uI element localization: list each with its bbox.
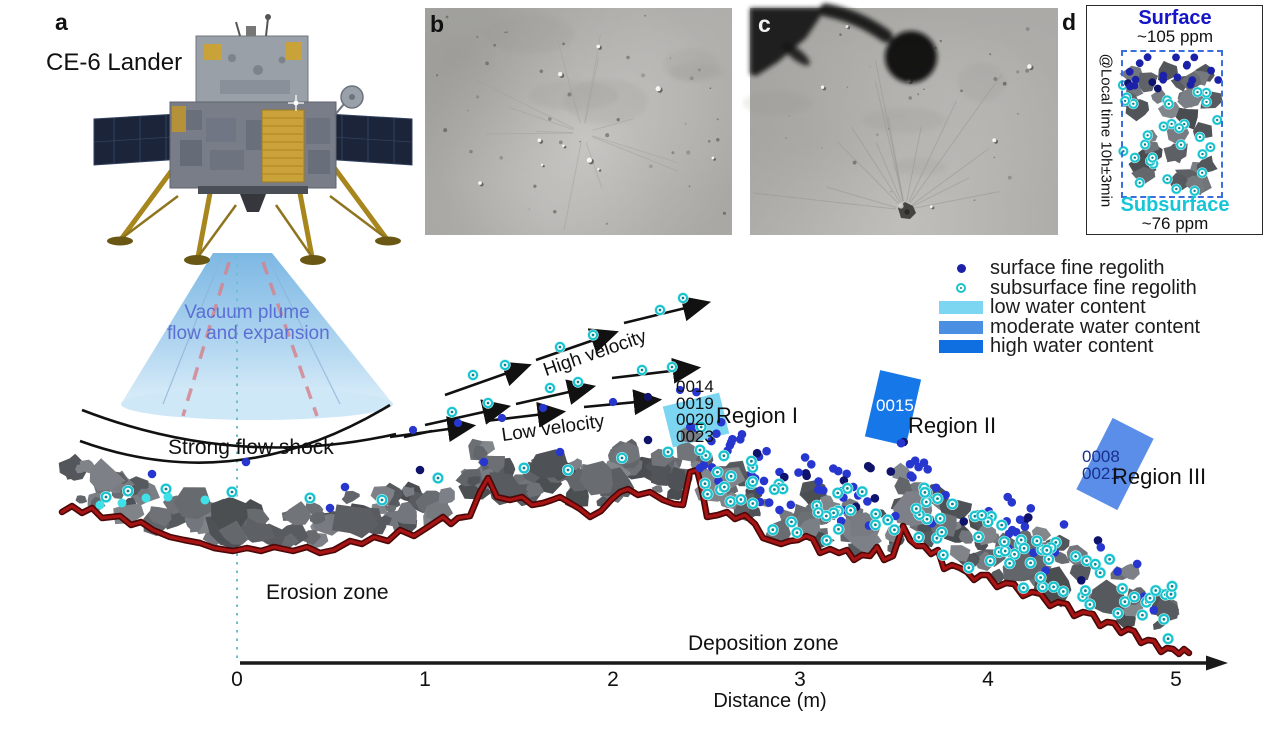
lunar-surface-photo-b — [425, 8, 732, 235]
high-water-swatch — [938, 340, 984, 354]
distance-axis — [240, 655, 1228, 671]
region-2-name: Region II — [908, 413, 997, 438]
panel-b-label: b — [430, 11, 445, 37]
region-3-sample-ids: 0008 0021 — [1082, 447, 1120, 483]
legend-label: low water content — [990, 296, 1146, 319]
sample-id: 0023 — [676, 426, 714, 446]
surface-label: Surface — [1138, 7, 1212, 29]
legend-label: moderate water content — [990, 315, 1201, 338]
region-2-sample-ids: 0015 — [876, 396, 914, 415]
legend-item-subsurface-fine-regolith: subsurface fine regolith — [938, 276, 1200, 299]
regolith-dots — [95, 292, 1179, 645]
lander-caption: CE-6 Lander — [46, 49, 183, 76]
plume-label-line1: Vacuum plume — [184, 302, 310, 323]
legend-item-moderate-water: moderate water content — [938, 315, 1201, 338]
subsurface-ring-marker — [938, 283, 984, 294]
subsurface-label: Subsurface — [1120, 194, 1230, 216]
sample-id: 0008 — [1082, 447, 1120, 466]
surface-dot-marker — [938, 264, 984, 274]
photo-c-texture — [742, 24, 1034, 219]
water-content-patch — [1076, 417, 1154, 511]
plume-cone — [121, 253, 393, 420]
erosion-zone-label: Erosion zone — [266, 581, 389, 604]
legend-item-high-water: high water content — [938, 335, 1200, 358]
axis-tick-2: 2 — [607, 668, 619, 691]
panel-a-label: a — [55, 9, 68, 35]
ce6-lander-illustration — [93, 14, 413, 265]
axis-tick-4: 4 — [982, 668, 994, 691]
deposition-zone-label: Deposition zone — [688, 632, 839, 655]
sample-id: 0020 — [676, 410, 714, 429]
panel-c-label: c — [758, 11, 771, 37]
sample-id: 0015 — [876, 396, 914, 415]
plume-label: Vacuum plume flow and expansion — [167, 302, 330, 345]
legend-item-surface-fine-regolith: surface fine regolith — [938, 257, 1200, 280]
region-1-sample-ids: 0014 0019 0020 0023 — [676, 378, 714, 446]
sample-id: 0021 — [1082, 463, 1120, 483]
legend-label: surface fine regolith — [990, 257, 1165, 280]
surface-value: ~105 ppm — [1136, 27, 1214, 46]
axis-tick-5: 5 — [1170, 668, 1182, 691]
legend-item-low-water: low water content — [938, 296, 1200, 319]
terrain-profile — [58, 466, 1193, 658]
axis-tick-3: 3 — [794, 668, 806, 691]
plume-label-line2: flow and expansion — [167, 323, 330, 345]
low-water-swatch — [938, 301, 984, 315]
axis-tick-0: 0 — [231, 668, 243, 691]
legend-label: subsurface fine regolith — [990, 276, 1197, 299]
panel-d-content — [1117, 53, 1223, 197]
sample-id: 0019 — [676, 393, 714, 413]
photo-b-texture — [433, 13, 727, 231]
region-1-name: Region I — [716, 403, 798, 428]
panel-d-sampling-outline — [1121, 50, 1223, 198]
axis-tick-1: 1 — [419, 668, 431, 691]
region-3-name: Region III — [1112, 464, 1207, 489]
axis-title: Distance (m) — [713, 690, 827, 712]
subsurface-value: ~76 ppm — [1141, 214, 1209, 233]
panel-d-label: d — [1062, 9, 1077, 35]
shock-label: Strong flow shock — [168, 436, 334, 459]
panel-c-shadow — [750, 3, 937, 83]
legend-label: high water content — [990, 335, 1154, 358]
local-time-note: @Local time 10h±3min — [1097, 53, 1115, 208]
moderate-water-swatch — [938, 320, 984, 334]
legend: surface fine regolith subsurface fine re… — [938, 257, 1201, 358]
water-content-patch — [864, 370, 922, 446]
